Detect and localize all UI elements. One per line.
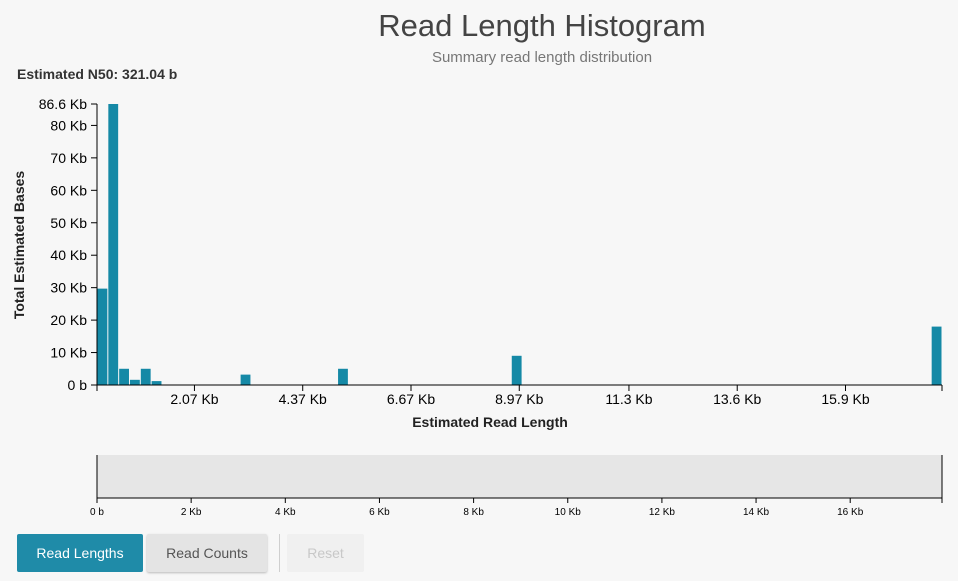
y-tick-label: 20 Kb xyxy=(50,312,87,328)
histogram-chart: Estimated N50: 321.04 b 0 b 10 Kb 20 Kb 30 … xyxy=(11,66,943,518)
histogram-bars xyxy=(97,104,942,385)
reset-button[interactable]: Reset xyxy=(287,534,364,572)
x-tick-label: 8.97 Kb xyxy=(495,391,543,407)
y-tick-label: 10 Kb xyxy=(50,345,87,361)
x-tick-label: 13.6 Kb xyxy=(713,391,761,407)
brush-tick-label: 4 Kb xyxy=(275,507,296,518)
brush-tick-label: 12 Kb xyxy=(649,507,676,518)
histogram-bar xyxy=(931,326,942,385)
brush-x-axis: 0 b 2 Kb 4 Kb 6 Kb 8 Kb 10 Kb 12 Kb 14 Kb 16 Kb xyxy=(90,455,943,518)
histogram-bar xyxy=(108,104,119,385)
x-tick-label: 6.67 Kb xyxy=(387,391,435,407)
range-brush[interactable]: 0 b 2 Kb 4 Kb 6 Kb 8 Kb 10 Kb 12 Kb 14 Kb 16 Kb xyxy=(90,455,943,518)
y-tick-label: 86.6 Kb xyxy=(39,96,87,112)
brush-tick-label: 0 b xyxy=(90,507,104,518)
brush-tick-label: 14 Kb xyxy=(743,507,770,518)
brush-tick-label: 16 Kb xyxy=(837,507,864,518)
read-lengths-button[interactable]: Read Lengths xyxy=(17,534,143,572)
x-tick-label: 4.37 Kb xyxy=(279,391,327,407)
main-plot-area: 0 b 10 Kb 20 Kb 30 Kb 40 Kb 50 Kb 60 Kb 70 Kb 80… xyxy=(39,96,943,407)
histogram-bar xyxy=(151,381,162,385)
n50-label: Estimated N50: 321.04 b xyxy=(17,66,177,82)
histogram-bar xyxy=(240,374,251,385)
y-tick-label: 60 Kb xyxy=(50,182,87,198)
x-tick-label: 15.9 Kb xyxy=(821,391,869,407)
brush-tick-label: 2 Kb xyxy=(181,507,202,518)
brush-tick-label: 8 Kb xyxy=(463,507,484,518)
x-tick-label: 2.07 Kb xyxy=(170,391,218,407)
x-tick-label: 11.3 Kb xyxy=(605,391,652,407)
y-tick-label: 0 b xyxy=(68,377,88,393)
histogram-bar xyxy=(140,368,151,385)
button-divider xyxy=(279,534,280,572)
y-tick-label: 40 Kb xyxy=(50,247,87,263)
histogram-bar xyxy=(97,288,108,385)
page-title: Read Length Histogram xyxy=(378,8,706,43)
y-tick-label: 50 Kb xyxy=(50,215,87,231)
brush-tick-label: 6 Kb xyxy=(369,507,390,518)
histogram-bar xyxy=(511,355,522,385)
read-counts-button[interactable]: Read Counts xyxy=(147,534,267,572)
y-tick-label: 70 Kb xyxy=(50,150,87,166)
x-axis-title: Estimated Read Length xyxy=(412,414,568,430)
brush-tick-label: 10 Kb xyxy=(555,507,582,518)
page-subtitle: Summary read length distribution xyxy=(431,49,653,66)
y-tick-label: 80 Kb xyxy=(50,117,87,133)
y-axis-title: Total Estimated Bases xyxy=(11,171,27,320)
histogram-bar xyxy=(338,368,348,385)
histogram-bar xyxy=(119,368,129,385)
histogram-bar xyxy=(129,379,140,385)
y-tick-label: 30 Kb xyxy=(50,280,87,296)
y-axis: 0 b 10 Kb 20 Kb 30 Kb 40 Kb 50 Kb 60 Kb 70 Kb 80… xyxy=(39,96,98,393)
x-axis: 2.07 Kb 4.37 Kb 6.67 Kb 8.97 Kb 11.3 Kb 13.6 … xyxy=(96,384,943,407)
brush-background[interactable] xyxy=(97,455,942,498)
